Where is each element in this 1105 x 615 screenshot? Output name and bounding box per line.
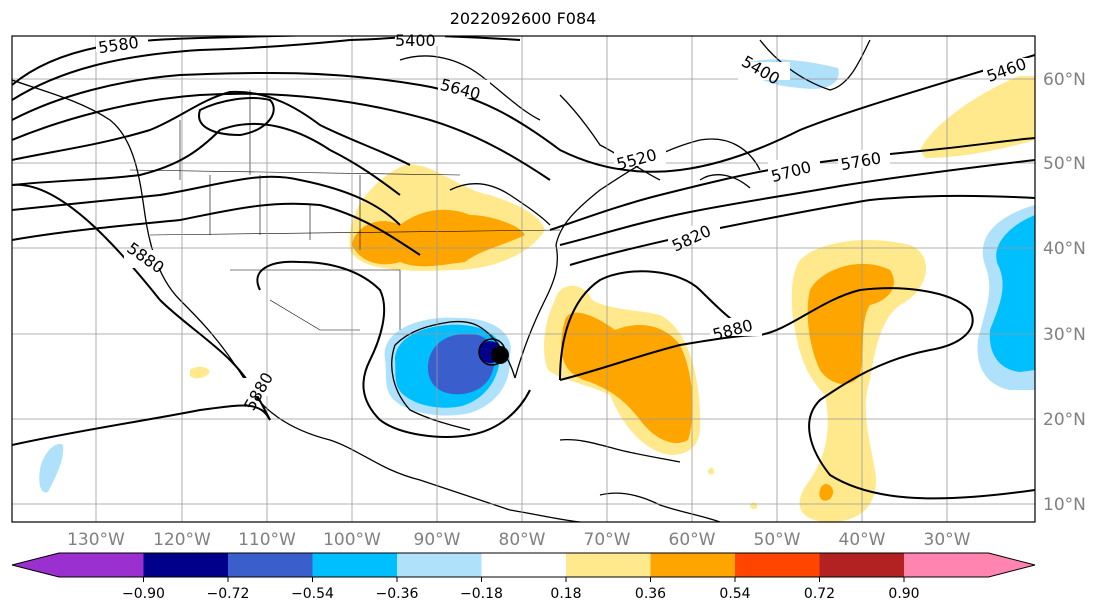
colorbar-tick-label: 0.36 [635,586,666,602]
lon-label: 70°W [584,530,631,550]
positive-anomaly-small-2 [707,467,715,475]
colorbar-segment [481,553,566,577]
colorbar-tick-label: 0.54 [719,586,750,602]
colorbar-tick-label: 0.18 [550,586,581,602]
longitude-labels: 130°W 120°W 110°W 100°W 90°W 80°W 70°W 6… [67,530,971,550]
lon-label: 110°W [238,530,296,550]
lon-label: 30°W [924,530,971,550]
colorbar-segment [904,553,989,577]
lat-label: 40°N [1043,239,1086,259]
colorbar-tick-label: 0.90 [888,586,919,602]
lon-label: 60°W [669,530,716,550]
positive-anomaly-west-atlantic-core [561,312,693,444]
anomaly-shading [39,59,1035,522]
colorbar-outline [11,552,1036,578]
contour-label-5400-north: 5400 [395,31,436,50]
colorbar-tick-label: −0.54 [291,586,334,602]
lat-label: 20°N [1043,410,1086,430]
negative-anomaly-pacific [39,444,64,493]
positive-anomaly-northeast [920,70,1035,158]
colorbar-segment [735,553,820,577]
colorbar-segment [143,553,228,577]
colorbar-tick-label: −0.36 [376,586,419,602]
colorbar: −0.90 −0.72 −0.54 −0.36 −0.18 0.18 0.36 … [11,552,1036,602]
colorbar-tick-label: −0.18 [460,586,503,602]
lat-label: 50°N [1043,154,1086,174]
lon-label: 100°W [323,530,381,550]
lon-label: 120°W [153,530,211,550]
colorbar-segment [312,553,397,577]
lat-label: 60°N [1043,70,1086,90]
colorbar-segment [988,553,1035,577]
colorbar-segment [650,553,735,577]
colorbar-tick-label: −0.90 [122,586,165,602]
lat-label: 30°N [1043,325,1086,345]
storm-ring [478,338,506,366]
positive-anomaly-greatlakes-core [352,209,525,267]
positive-anomaly-pacific [190,366,210,379]
lon-label: 80°W [499,530,546,550]
colorbar-segment [228,553,313,577]
colorbar-segment [12,553,59,577]
positive-anomaly-central-atlantic-core2 [819,484,834,501]
map-title: 2022092600 F084 [449,9,597,28]
positive-anomaly-central-atlantic-core [807,263,894,385]
latitude-labels: 60°N 50°N 40°N 30°N 20°N 10°N [1043,70,1086,515]
lon-label: 50°W [754,530,801,550]
map-frame [11,35,1036,523]
negative-anomaly-gulf-core [427,333,495,395]
colorbar-segment [397,553,482,577]
colorbar-segment [819,553,904,577]
colorbar-segment [566,553,651,577]
lon-label: 90°W [414,530,461,550]
colorbar-tick-label: 0.72 [804,586,835,602]
negative-anomaly-east-atlantic-core [989,215,1035,372]
lon-label: 40°W [839,530,886,550]
lon-label: 130°W [67,530,125,550]
colorbar-tick-label: −0.72 [207,586,250,602]
colorbar-segment [59,553,144,577]
lat-label: 10°N [1043,495,1086,515]
